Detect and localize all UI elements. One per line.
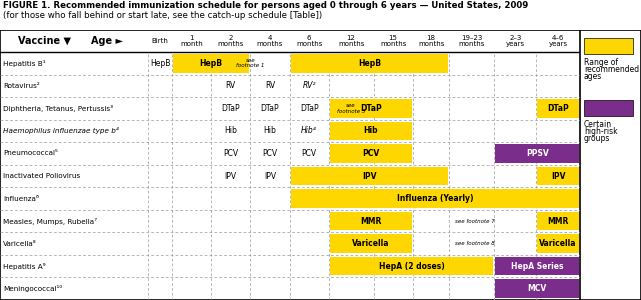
Text: Varicella⁸: Varicella⁸ bbox=[3, 241, 37, 247]
Bar bbox=[290, 54, 449, 73]
Text: HepA Series: HepA Series bbox=[511, 262, 563, 271]
Text: 4–6
years: 4–6 years bbox=[549, 34, 568, 47]
Text: 2–3
years: 2–3 years bbox=[506, 34, 525, 47]
Text: Diphtheria, Tetanus, Pertussis³: Diphtheria, Tetanus, Pertussis³ bbox=[3, 105, 113, 112]
Bar bbox=[537, 99, 579, 118]
Text: PCV: PCV bbox=[223, 149, 238, 158]
Bar bbox=[329, 144, 412, 163]
Text: Age ►: Age ► bbox=[90, 36, 122, 46]
Text: high-risk: high-risk bbox=[584, 127, 618, 136]
Bar bbox=[290, 189, 579, 208]
Text: DTaP: DTaP bbox=[300, 104, 319, 113]
Text: HepB: HepB bbox=[150, 59, 171, 68]
Text: IPV: IPV bbox=[362, 172, 377, 181]
Text: HepB: HepB bbox=[199, 59, 222, 68]
Text: groups: groups bbox=[584, 134, 610, 143]
Bar bbox=[173, 54, 249, 73]
Text: Hepatitis B¹: Hepatitis B¹ bbox=[3, 60, 46, 67]
Text: 2
months: 2 months bbox=[217, 34, 244, 47]
Bar bbox=[537, 234, 579, 253]
Text: Inactivated Poliovirus: Inactivated Poliovirus bbox=[3, 173, 80, 179]
Text: MMR: MMR bbox=[360, 217, 381, 226]
Text: Varicella: Varicella bbox=[352, 239, 390, 248]
Text: PCV: PCV bbox=[301, 149, 317, 158]
Text: MCV: MCV bbox=[528, 284, 547, 293]
Text: see footnote 8: see footnote 8 bbox=[454, 241, 494, 246]
Text: IPV: IPV bbox=[225, 172, 237, 181]
Text: RV: RV bbox=[265, 81, 275, 90]
Text: PCV: PCV bbox=[262, 149, 278, 158]
Text: RV²: RV² bbox=[303, 81, 316, 90]
Text: 6
months: 6 months bbox=[296, 34, 322, 47]
Text: Birth: Birth bbox=[151, 38, 169, 44]
Text: FIGURE 1. Recommended immunization schedule for persons aged 0 through 6 years —: FIGURE 1. Recommended immunization sched… bbox=[3, 2, 528, 10]
Text: recommended: recommended bbox=[584, 65, 639, 74]
Text: MMR: MMR bbox=[547, 217, 569, 226]
Bar bbox=[329, 234, 412, 253]
Text: Hib: Hib bbox=[224, 126, 237, 135]
Bar bbox=[290, 167, 449, 185]
Text: DTaP: DTaP bbox=[547, 104, 569, 113]
Text: Influenza⁶: Influenza⁶ bbox=[3, 196, 39, 202]
Text: see footnote 7: see footnote 7 bbox=[454, 219, 494, 224]
Text: see
footnote 3: see footnote 3 bbox=[337, 103, 365, 114]
Text: Hib⁴: Hib⁴ bbox=[301, 126, 317, 135]
Text: HepA (2 doses): HepA (2 doses) bbox=[379, 262, 444, 271]
Text: 1
month: 1 month bbox=[180, 34, 203, 47]
Bar bbox=[537, 167, 579, 185]
Text: 12
months: 12 months bbox=[338, 34, 364, 47]
Bar bbox=[329, 99, 412, 118]
Text: see
footnote 1: see footnote 1 bbox=[236, 58, 265, 68]
Text: Varicella: Varicella bbox=[540, 239, 577, 248]
Text: 18
months: 18 months bbox=[418, 34, 444, 47]
Bar bbox=[329, 122, 412, 140]
Text: Haemophilus influenzae type b⁴: Haemophilus influenzae type b⁴ bbox=[3, 128, 119, 134]
Text: DTaP: DTaP bbox=[221, 104, 240, 113]
Text: Hib: Hib bbox=[363, 126, 378, 135]
Bar bbox=[329, 257, 494, 275]
Text: DTaP: DTaP bbox=[261, 104, 279, 113]
Bar bbox=[495, 257, 579, 275]
Text: IPV: IPV bbox=[264, 172, 276, 181]
Text: RV: RV bbox=[226, 81, 236, 90]
Text: Certain: Certain bbox=[584, 120, 612, 129]
Bar bbox=[329, 212, 412, 230]
Text: PCV: PCV bbox=[362, 149, 379, 158]
Text: 15
months: 15 months bbox=[380, 34, 406, 47]
Text: Influenza (Yearly): Influenza (Yearly) bbox=[397, 194, 473, 203]
Bar bbox=[584, 100, 633, 116]
Text: Measles, Mumps, Rubella⁷: Measles, Mumps, Rubella⁷ bbox=[3, 218, 97, 225]
Text: Pneumococcal⁵: Pneumococcal⁵ bbox=[3, 151, 58, 157]
Text: 19–23
months: 19–23 months bbox=[459, 34, 485, 47]
Text: Meningococcal¹⁰: Meningococcal¹⁰ bbox=[3, 285, 62, 292]
Text: Vaccine ▼: Vaccine ▼ bbox=[18, 36, 71, 46]
Text: Hepatitis A⁹: Hepatitis A⁹ bbox=[3, 263, 46, 270]
Text: (for those who fall behind or start late, see the catch-up schedule [Table]): (for those who fall behind or start late… bbox=[3, 11, 322, 20]
Bar bbox=[495, 280, 579, 298]
Bar bbox=[584, 38, 633, 54]
Text: DTaP: DTaP bbox=[360, 104, 381, 113]
Text: Range of: Range of bbox=[584, 58, 618, 67]
Text: IPV: IPV bbox=[551, 172, 565, 181]
Text: 4
months: 4 months bbox=[257, 34, 283, 47]
Text: HepB: HepB bbox=[358, 59, 381, 68]
Bar bbox=[537, 212, 579, 230]
Text: ages: ages bbox=[584, 72, 603, 81]
Text: Rotavirus²: Rotavirus² bbox=[3, 83, 40, 89]
Text: Hib: Hib bbox=[263, 126, 276, 135]
Text: PPSV: PPSV bbox=[526, 149, 549, 158]
Bar bbox=[495, 144, 579, 163]
